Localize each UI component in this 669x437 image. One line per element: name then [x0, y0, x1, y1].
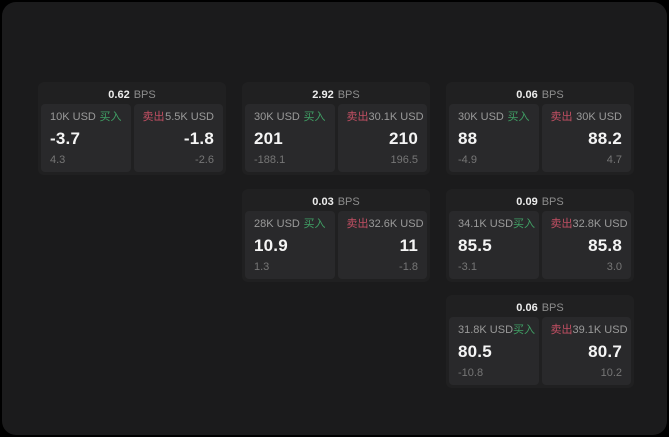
buy-panel[interactable]: 10K USD 买入 -3.7 4.3 — [41, 104, 131, 172]
buy-panel[interactable]: 31.8K USD 买入 80.5 -10.8 — [449, 317, 539, 385]
sell-delta: -1.8 — [399, 261, 418, 273]
sell-tag: 卖出 — [550, 111, 573, 123]
sell-panel[interactable]: 卖出 32.6K USD 11 -1.8 — [337, 211, 427, 279]
buy-tag: 买入 — [507, 111, 530, 123]
sell-panel[interactable]: 卖出 5.5K USD -1.8 -2.6 — [133, 104, 223, 172]
bps-value: 0.03 — [312, 195, 334, 208]
quote-card: 0.03 BPS 28K USD 买入 10.9 1.3 卖出 32.6K US… — [242, 189, 430, 282]
sell-tag: 卖出 — [550, 324, 573, 336]
buy-delta: -4.9 — [458, 154, 477, 166]
buy-tag: 买入 — [513, 218, 536, 230]
bps-value: 2.92 — [312, 88, 334, 101]
sell-amount: 30K USD — [576, 111, 622, 123]
quote-card: 0.62 BPS 10K USD 买入 -3.7 4.3 卖出 5.5K USD… — [38, 82, 226, 175]
sell-amount: 32.8K USD — [572, 218, 628, 230]
buy-price: 88 — [458, 128, 478, 148]
buy-amount: 10K USD — [50, 111, 96, 123]
sell-price: 80.7 — [588, 341, 622, 361]
sell-amount: 30.1K USD — [368, 111, 424, 123]
buy-amount: 31.8K USD — [458, 324, 514, 336]
card-header: 0.03 BPS — [245, 192, 427, 211]
sell-amount: 39.1K USD — [572, 324, 628, 336]
sell-price: 210 — [389, 128, 418, 148]
bps-value: 0.06 — [516, 88, 538, 101]
buy-panel[interactable]: 28K USD 买入 10.9 1.3 — [245, 211, 335, 279]
buy-panel[interactable]: 34.1K USD 买入 85.5 -3.1 — [449, 211, 539, 279]
sell-delta: 3.0 — [606, 261, 622, 273]
sell-panel[interactable]: 卖出 30.1K USD 210 196.5 — [337, 104, 427, 172]
card-header: 0.09 BPS — [449, 192, 631, 211]
bps-value: 0.62 — [108, 88, 130, 101]
quote-card: 0.06 BPS 31.8K USD 买入 80.5 -10.8 卖出 39.1… — [446, 295, 634, 388]
buy-amount: 34.1K USD — [458, 218, 514, 230]
buy-tag: 买入 — [99, 111, 122, 123]
buy-price: 85.5 — [458, 235, 492, 255]
sell-price: 88.2 — [588, 128, 622, 148]
sell-tag: 卖出 — [142, 111, 165, 123]
sell-delta: 196.5 — [390, 154, 418, 166]
bps-unit-label: BPS — [541, 195, 564, 208]
sell-tag: 卖出 — [346, 218, 369, 230]
buy-amount: 30K USD — [254, 111, 300, 123]
bps-unit-label: BPS — [337, 88, 360, 101]
buy-panel[interactable]: 30K USD 买入 201 -188.1 — [245, 104, 335, 172]
sell-delta: 10.2 — [600, 367, 622, 379]
sell-price: 11 — [399, 235, 418, 255]
quote-card: 0.06 BPS 30K USD 买入 88 -4.9 卖出 30K USD 8… — [446, 82, 634, 175]
buy-delta: 1.3 — [254, 261, 270, 273]
sell-delta: -2.6 — [195, 154, 214, 166]
sell-price: 85.8 — [588, 235, 622, 255]
sell-delta: 4.7 — [606, 154, 622, 166]
card-header: 0.06 BPS — [449, 85, 631, 104]
buy-delta: -188.1 — [254, 154, 286, 166]
buy-delta: -3.1 — [458, 261, 477, 273]
buy-amount: 28K USD — [254, 218, 300, 230]
sell-price: -1.8 — [183, 128, 214, 148]
bps-value: 0.09 — [516, 195, 538, 208]
sell-tag: 卖出 — [346, 111, 369, 123]
buy-tag: 买入 — [303, 111, 326, 123]
buy-price: 10.9 — [254, 235, 288, 255]
buy-tag: 买入 — [513, 324, 536, 336]
bps-unit-label: BPS — [541, 301, 564, 314]
sell-amount: 32.6K USD — [368, 218, 424, 230]
quote-card: 2.92 BPS 30K USD 买入 201 -188.1 卖出 30.1K … — [242, 82, 430, 175]
buy-amount: 30K USD — [458, 111, 504, 123]
bps-unit-label: BPS — [337, 195, 360, 208]
sell-amount: 5.5K USD — [165, 111, 214, 123]
sell-tag: 卖出 — [550, 218, 573, 230]
card-header: 0.62 BPS — [41, 85, 223, 104]
bps-unit-label: BPS — [133, 88, 156, 101]
sell-panel[interactable]: 卖出 30K USD 88.2 4.7 — [541, 104, 631, 172]
sell-panel[interactable]: 卖出 39.1K USD 80.7 10.2 — [541, 317, 631, 385]
bps-value: 0.06 — [516, 301, 538, 314]
card-header: 2.92 BPS — [245, 85, 427, 104]
buy-tag: 买入 — [303, 218, 326, 230]
buy-price: 80.5 — [458, 341, 492, 361]
buy-price: 201 — [254, 128, 283, 148]
sell-panel[interactable]: 卖出 32.8K USD 85.8 3.0 — [541, 211, 631, 279]
buy-price: -3.7 — [50, 128, 81, 148]
quote-card: 0.09 BPS 34.1K USD 买入 85.5 -3.1 卖出 32.8K… — [446, 189, 634, 282]
card-header: 0.06 BPS — [449, 298, 631, 317]
buy-delta: -10.8 — [458, 367, 484, 379]
buy-panel[interactable]: 30K USD 买入 88 -4.9 — [449, 104, 539, 172]
buy-delta: 4.3 — [50, 154, 66, 166]
bps-unit-label: BPS — [541, 88, 564, 101]
